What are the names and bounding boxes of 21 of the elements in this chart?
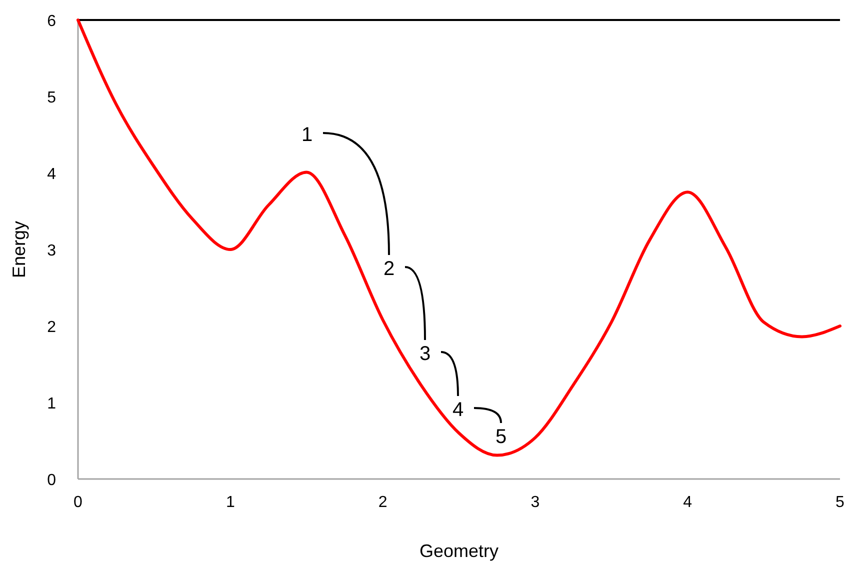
annotation: 2 [383, 258, 395, 280]
x-tick-label: 0 [74, 494, 83, 511]
annotation: 4 [452, 399, 464, 421]
annotation: 3 [419, 343, 431, 365]
y-axis-title: Energy [9, 220, 29, 278]
y-tick-label: 3 [47, 242, 56, 260]
x-tick-label: 4 [683, 494, 692, 511]
y-tick-label: 5 [47, 90, 56, 106]
x-tick-label: 1 [226, 494, 235, 511]
y-tick-label: 1 [47, 396, 56, 412]
y-tick-label: 4 [47, 166, 56, 183]
line-series [76, 18, 842, 457]
x-axis-title: Geometry [419, 541, 499, 561]
x-tick-label: 3 [530, 494, 540, 511]
annotation: 1 [301, 124, 313, 146]
x-tick-label: 2 [378, 494, 388, 511]
y-tick-label: 2 [47, 319, 56, 336]
y-tick-label: 6 [47, 13, 56, 30]
annotation: 5 [495, 426, 507, 448]
x-tick-label: 5 [836, 494, 845, 511]
y-tick-label: 0 [47, 472, 56, 489]
